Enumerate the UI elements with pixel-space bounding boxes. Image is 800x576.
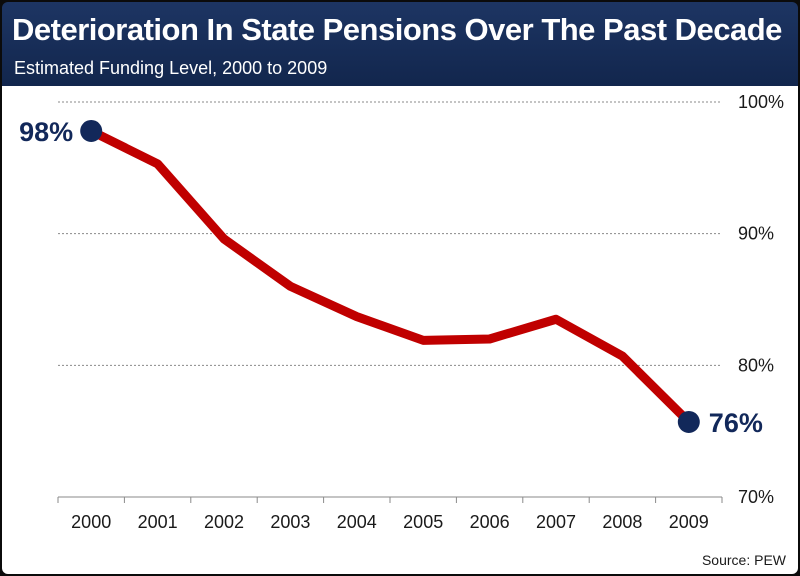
source-note: Source: PEW (701, 552, 786, 568)
x-tick-label: 2001 (138, 512, 178, 532)
y-tick-label: 80% (738, 355, 774, 375)
x-tick-label: 2004 (337, 512, 377, 532)
chart-title: Deterioration In State Pensions Over The… (12, 12, 782, 47)
data-label: 76% (709, 408, 763, 438)
y-tick-label: 100% (738, 92, 784, 112)
x-tick-label: 2002 (204, 512, 244, 532)
line-chart: 70% 80% 90% 100% 2000 2001 2002 2003 2004 2005 200… (19, 92, 784, 532)
x-tick-label: 2006 (470, 512, 510, 532)
x-tick-label: 2003 (270, 512, 310, 532)
plot-panel: 70% 80% 90% 100% 2000 2001 2002 2003 2004 2005 200… (2, 86, 798, 574)
x-tick-label: 2009 (669, 512, 709, 532)
y-tick-label: 90% (738, 224, 774, 244)
endpoint-marker (677, 410, 700, 433)
x-tick-label: 2008 (602, 512, 642, 532)
chart-header: Deterioration In State Pensions Over The… (2, 2, 798, 86)
chart-subtitle: Estimated Funding Level, 2000 to 2009 (14, 58, 328, 78)
endpoint-marker (80, 119, 103, 142)
series-line (86, 126, 694, 427)
y-tick-label: 70% (738, 487, 774, 507)
x-tick-label: 2007 (536, 512, 576, 532)
x-tick-label: 2000 (71, 512, 111, 532)
x-tick-label: 2005 (403, 512, 443, 532)
data-label: 98% (19, 117, 73, 147)
